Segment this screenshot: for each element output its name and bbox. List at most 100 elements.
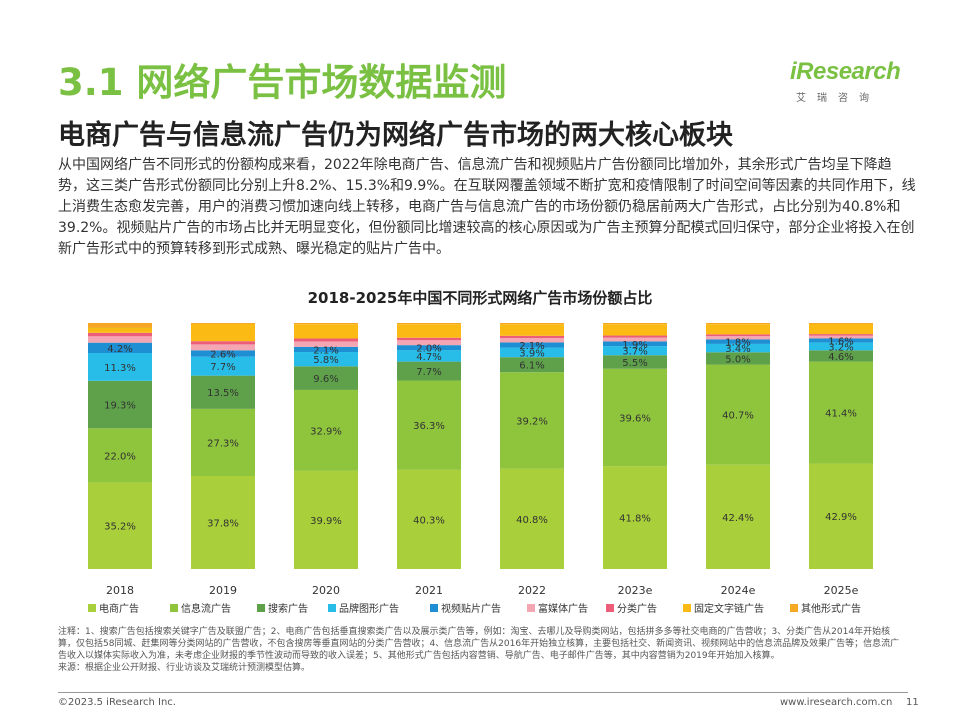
bar-segment [397,340,461,346]
bar-segment [191,408,255,477]
bar-segment [191,323,255,342]
bar-segment [603,337,667,342]
data-label: 7.7% [210,362,235,373]
data-label: 11.3% [104,363,136,374]
bar-segment [294,346,358,353]
data-label: 1.8% [725,338,750,349]
bar-segment [500,468,564,569]
data-label: 36.3% [413,421,445,432]
bar-segment [500,324,564,336]
legend-label: 信息流广告 [181,602,231,615]
data-label: 1.6% [828,336,853,347]
data-label: 2.1% [313,345,338,356]
bar-segment [397,323,461,325]
bar-segment [809,342,873,351]
data-label: 4.2% [107,344,132,355]
bar-segment [88,342,152,354]
website: www.iresearch.com.cn [780,697,893,708]
bar-segment [294,338,358,342]
bar-segment [809,334,873,336]
bar-segment [809,335,873,339]
data-label: 19.3% [104,401,136,412]
intro-paragraph: 从中国网络广告不同形式的份额构成来看，2022年除电商广告、信息流广告和视频贴片… [58,157,916,257]
data-label: 40.3% [413,515,445,526]
data-label: 32.9% [310,426,342,437]
notes-text: 注释：1、搜索广告包括搜索关键字广告及联盟广告；2、电商广告包括垂直搜索类广告以… [58,627,900,661]
bar-segment [500,338,564,343]
data-label: 4.6% [828,352,853,363]
legend-label: 搜索广告 [268,602,308,615]
bar-segment [294,324,358,339]
chart-title: 2018-2025年中国不同形式网络广告市场份额占比 [307,289,653,307]
bar-segment [603,324,667,336]
legend-label: 其他形式广告 [801,602,861,615]
bar-segment [397,345,461,351]
bar-segment [706,464,770,569]
x-tick-label: 2022 [518,584,546,597]
bar-segment [809,323,873,335]
data-label: 22.0% [104,451,136,462]
brand-logo: iResearch 艾瑞咨询 [790,58,912,108]
bar-segment [603,341,667,347]
bar-segment [88,332,152,337]
legend-swatch [257,604,265,612]
legend-label: 固定文字链广告 [694,602,764,615]
x-tick-label: 2018 [106,584,134,597]
bar-segment [809,463,873,569]
bar-segment [88,380,152,429]
bar-segment [88,353,152,381]
chart-notes: 注释：1、搜索广告包括搜索关键字广告及联盟广告；2、电商广告包括垂直搜索类广告以… [58,626,908,674]
bar-segment [809,323,873,324]
brand-subtitle: 艾瑞咨询 [796,93,880,104]
data-label: 39.9% [310,516,342,527]
bar-segment [294,366,358,390]
bar-segment [294,323,358,325]
copyright: ©2023.5 iResearch Inc. [58,697,176,708]
bar-segment [706,364,770,465]
bar-segment [603,323,667,325]
data-label: 4.7% [416,352,441,363]
source-text: 来源：根据企业公开财报、行业访谈及艾瑞统计预测模型估算。 [58,663,311,673]
legend-swatch [88,604,96,612]
footer-divider [58,692,908,693]
bar-segment [397,380,461,470]
bar-segment [397,469,461,569]
bar-segment [809,338,873,343]
x-tick-label: 2019 [209,584,237,597]
x-tick-label: 2021 [415,584,443,597]
bar-segment [500,357,564,373]
legend-label: 富媒体广告 [538,602,588,615]
data-label: 3.7% [622,347,647,358]
bar-segment [88,323,152,328]
data-label: 7.7% [416,367,441,378]
legend-label: 品牌图形广告 [339,602,399,615]
bar-segment [397,337,461,341]
data-label: 35.2% [104,522,136,533]
bar-segment [191,356,255,376]
page-subtitle: 电商广告与信息流广告仍为网络广告市场的两大核心板块 [58,120,733,151]
bar-segment [706,343,770,353]
data-label: 9.6% [313,374,338,385]
bar-segment [191,476,255,569]
legend-swatch [790,604,798,612]
data-label: 1.9% [622,340,647,351]
bar-segment [397,324,461,338]
bar-segment [706,336,770,340]
bar-segment [706,352,770,365]
bar-segment [706,339,770,344]
legend-label: 电商广告 [99,602,139,615]
x-tick-label: 2024e [721,584,756,597]
data-label: 3.4% [725,344,750,355]
data-label: 5.8% [313,355,338,366]
legend-swatch [527,604,535,612]
data-label: 27.3% [207,438,239,449]
bar-segment [603,346,667,356]
bar-segment [191,344,255,351]
bar-segment [397,361,461,381]
legend-swatch [328,604,336,612]
bar-segment [706,334,770,337]
data-label: 5.5% [622,358,647,369]
data-label: 39.6% [619,413,651,424]
bar-segment [294,470,358,569]
